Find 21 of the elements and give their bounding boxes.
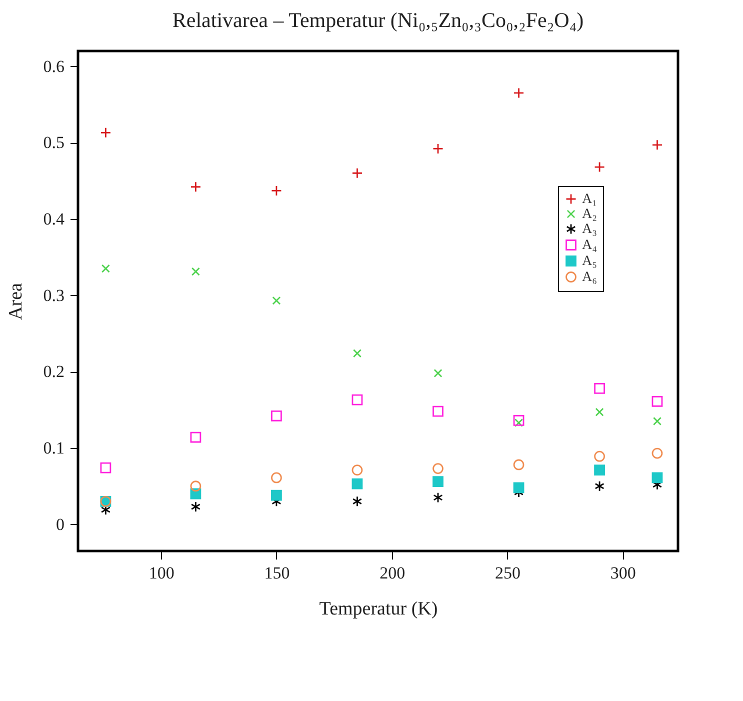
- x-tick-label: 250: [494, 564, 520, 582]
- y-tick-label: 0.1: [43, 438, 64, 458]
- y-tick-label: 0.2: [43, 362, 64, 382]
- x-tick-label: 200: [380, 564, 406, 582]
- x-axis-title: Temperatur (K): [319, 598, 438, 620]
- x-tick-label: 300: [610, 564, 636, 582]
- x-tick-label: 100: [148, 564, 174, 582]
- y-tick-label: 0.4: [43, 209, 65, 228]
- y-tick-label: 0.6: [43, 56, 64, 76]
- legend-label: A₃: [582, 222, 598, 237]
- y-axis-title: Area: [5, 282, 26, 320]
- y-tick-label: 0.5: [43, 133, 64, 152]
- y-tick-label: 0.3: [43, 286, 64, 305]
- legend-label: A₄: [582, 238, 598, 253]
- x-tick-label: 150: [264, 564, 290, 582]
- legend-label: A₅: [582, 254, 598, 269]
- legend-label: A₁: [582, 192, 597, 207]
- chart-title: Relativarea – Temperatur (Ni₀,₅Zn₀,₃Co₀,₂Fe₂O₄): [172, 8, 584, 32]
- y-tick-label: 0: [56, 514, 64, 534]
- legend-label: A₆: [582, 270, 598, 285]
- legend-label: A₂: [582, 207, 598, 222]
